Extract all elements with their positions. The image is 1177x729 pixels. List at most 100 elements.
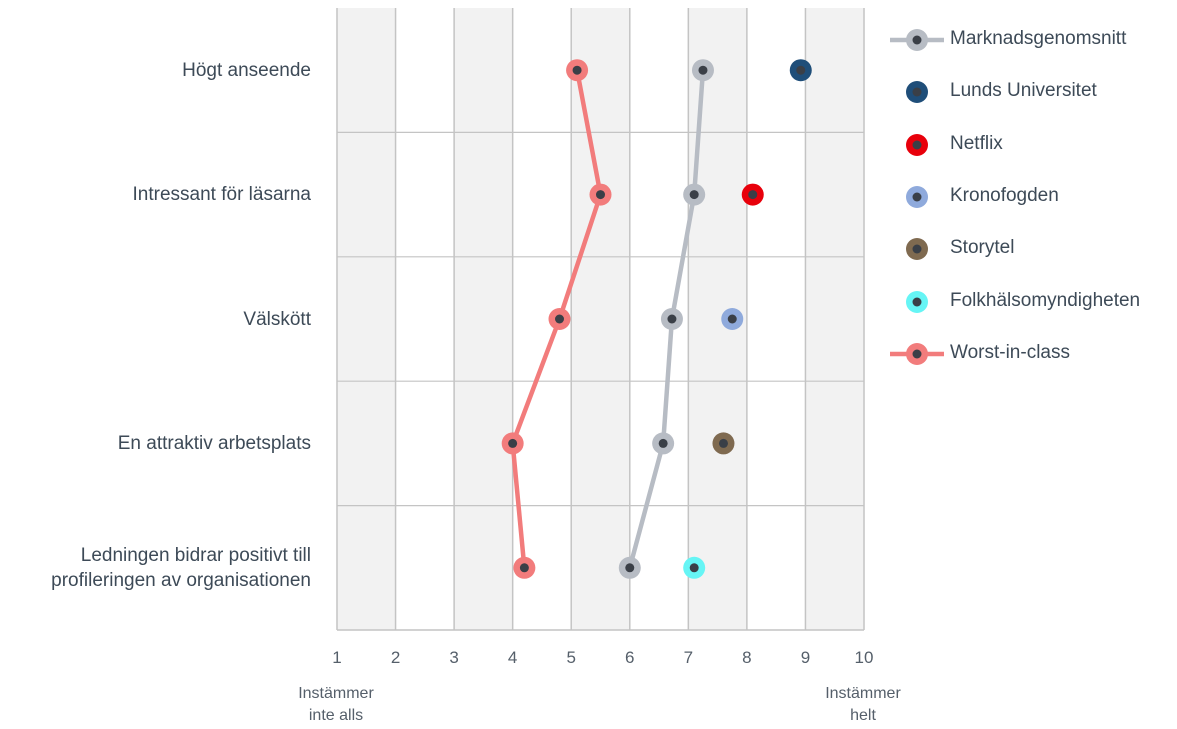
marker-dot — [625, 563, 635, 573]
marker-dot — [912, 349, 922, 359]
legend-swatch-marker — [906, 133, 928, 156]
legend-item: Kronofogden — [890, 179, 1170, 215]
legend-label: Kronofogden — [950, 184, 1059, 206]
legend-item: Marknadsgenomsnitt — [890, 22, 1170, 58]
data-point — [712, 432, 735, 455]
x-tick-label: 1 — [332, 648, 341, 667]
legend-label: Folkhälsomyndigheten — [950, 289, 1141, 311]
legend-item: Lunds Universitet — [890, 74, 1170, 110]
legend-swatch-marker — [906, 290, 928, 313]
plot-band — [454, 8, 513, 630]
category-label-line: Intressant för läsarna — [132, 184, 311, 206]
plot-band — [395, 8, 455, 630]
legend-item: Storytel — [890, 231, 1170, 267]
marker-dot — [555, 314, 565, 324]
plot-gridlines — [336, 8, 865, 631]
marker-dot — [912, 244, 922, 254]
data-point — [618, 556, 641, 579]
marker-dot — [689, 563, 699, 573]
data-point — [660, 308, 683, 330]
category-label: Ledningen bidrar positivt till profilerin… — [51, 543, 311, 593]
marker-dot — [658, 438, 668, 448]
legend-swatch — [906, 81, 928, 104]
category-label: Högt anseende — [182, 58, 311, 83]
x-tick-label: 9 — [801, 648, 810, 667]
x-tick-label: 6 — [625, 648, 634, 667]
legend-swatch-marker — [906, 29, 928, 51]
marker-dot — [912, 87, 922, 97]
data-point — [683, 183, 706, 206]
legend-label: Netflix — [950, 132, 1003, 154]
data-point — [683, 556, 706, 579]
legend-item: Worst-in-class — [890, 336, 1170, 372]
marker-dot — [912, 140, 922, 150]
data-point — [789, 59, 812, 82]
data-point — [513, 556, 536, 579]
plot-band — [571, 8, 630, 630]
category-label-line: Högt anseende — [182, 59, 311, 81]
legend-item: Folkhälsomyndigheten — [890, 284, 1170, 320]
legend-swatch — [906, 133, 928, 156]
marker-dot — [596, 190, 605, 200]
marker-dot — [698, 65, 708, 75]
x-tick-label: 10 — [855, 648, 874, 667]
x-tick-label: 4 — [508, 648, 517, 667]
x-end-label-low-line1: Instämmer — [298, 685, 374, 702]
legend-item: Netflix — [890, 127, 1170, 163]
data-point — [721, 308, 744, 330]
x-tick-label: 8 — [742, 648, 751, 667]
category-label-line: Välskött — [243, 308, 311, 330]
data-point — [548, 308, 571, 330]
legend-swatch — [890, 342, 944, 365]
marker-dot — [748, 190, 758, 200]
x-tick-label: 7 — [684, 648, 693, 667]
legend-swatch-marker — [906, 185, 928, 208]
legend-swatch — [906, 185, 928, 208]
marker-dot — [727, 314, 737, 324]
marker-dot — [912, 192, 922, 202]
marker-dot — [689, 190, 699, 200]
marker-dot — [572, 65, 582, 75]
x-tick-label: 2 — [391, 648, 400, 667]
category-label: En attraktiv arbetsplats — [118, 431, 311, 456]
plot-band — [337, 8, 396, 630]
category-label-line: Ledningen bidrar positivt till — [80, 544, 311, 566]
marker-dot — [912, 297, 922, 306]
data-point — [566, 59, 589, 82]
legend-label: Worst-in-class — [950, 341, 1070, 363]
plot-band — [805, 8, 864, 630]
legend-swatch-marker — [906, 81, 928, 104]
marker-dot — [508, 438, 518, 448]
legend-swatch-marker — [906, 238, 928, 261]
marker-dot — [519, 563, 529, 573]
legend-swatch — [906, 238, 928, 261]
data-point — [741, 183, 764, 206]
x-end-label-high-line1: Instämmer — [825, 685, 901, 702]
x-tick-label: 3 — [449, 648, 458, 667]
legend-swatch — [890, 29, 944, 51]
legend-label: Storytel — [950, 237, 1015, 259]
marker-dot — [796, 65, 806, 75]
plot-series — [501, 59, 812, 579]
x-tick-label: 5 — [566, 648, 575, 667]
x-end-label-low-line2: inte alls — [308, 707, 364, 724]
category-label: Välskött — [243, 307, 311, 332]
x-end-label-high: Instämmer helt — [793, 683, 933, 727]
legend-swatch — [906, 290, 928, 313]
plot-background-bands — [337, 8, 864, 630]
x-end-label-high-line2: helt — [850, 707, 876, 724]
data-point — [652, 432, 675, 455]
marker-dot — [718, 438, 728, 448]
data-point — [589, 183, 612, 206]
x-end-label-low: Instämmer inte alls — [266, 683, 406, 727]
legend-label: Marknadsgenomsnitt — [950, 28, 1127, 49]
marker-dot — [667, 314, 677, 324]
category-label-line: profileringen av organisationen — [51, 569, 311, 591]
legend-label: Lunds Universitet — [950, 80, 1097, 102]
data-point — [691, 59, 714, 82]
data-point — [501, 432, 524, 455]
category-label-line: En attraktiv arbetsplats — [117, 432, 311, 454]
x-tick-labels: 1 2 3 4 5 6 7 8 9 10 — [332, 648, 873, 667]
category-label: Intressant för läsarna — [133, 182, 311, 207]
